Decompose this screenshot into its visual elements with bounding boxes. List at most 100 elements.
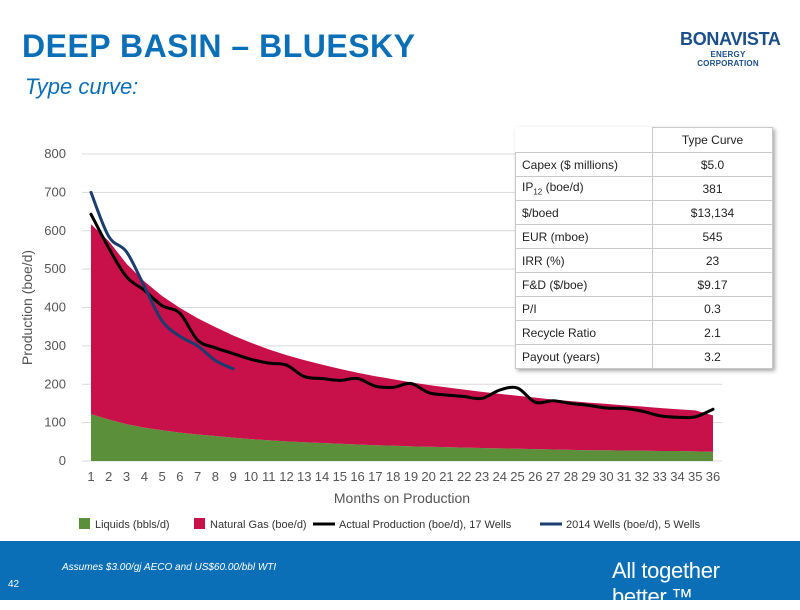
row-label: P/I (515, 296, 653, 321)
type-curve-table: Type Curve Capex ($ millions) $5.0 IP12 (… (515, 127, 773, 369)
legend-label: Natural Gas (boe/d) (210, 519, 307, 531)
row-label: EUR (mboe) (515, 224, 653, 249)
x-tick-label: 35 (688, 469, 702, 484)
row-value: 3.2 (652, 344, 773, 369)
table-corner (515, 127, 653, 153)
row-value: $13,134 (652, 200, 773, 225)
row-value: 0.3 (652, 296, 773, 321)
row-label: IRR (%) (515, 248, 653, 273)
table-row: F&D ($/boe) $9.17 (515, 272, 773, 297)
row-value: $9.17 (652, 272, 773, 297)
y-tick-label: 300 (44, 338, 66, 353)
page-title: DEEP BASIN – BLUESKY (22, 28, 416, 64)
table-row: EUR (mboe) 545 (515, 224, 773, 249)
footer-bar (0, 541, 800, 600)
x-tick-label: 3 (123, 469, 130, 484)
table-row: Payout (years) 3.2 (515, 344, 773, 369)
x-tick-label: 17 (368, 469, 382, 484)
x-tick-label: 13 (297, 469, 311, 484)
y-tick-label: 400 (44, 300, 66, 315)
row-label: $/boed (515, 200, 653, 225)
legend-label: Liquids (bbls/d) (95, 519, 170, 531)
x-tick-label: 18 (386, 469, 400, 484)
x-tick-label: 5 (158, 469, 165, 484)
row-value: 2.1 (652, 320, 773, 345)
x-tick-label: 15 (333, 469, 347, 484)
logo-subtitle: ENERGY CORPORATION (697, 50, 759, 68)
x-tick-label: 33 (652, 469, 666, 484)
legend-label: Actual Production (boe/d), 17 Wells (339, 519, 512, 531)
row-label: Payout (years) (515, 344, 653, 369)
row-label-subscript: 12 (533, 187, 543, 197)
x-tick-label: 12 (279, 469, 293, 484)
x-tick-label: 1 (87, 469, 94, 484)
y-axis-title: Production (boe/d) (19, 250, 35, 365)
x-tick-label: 36 (706, 469, 720, 484)
x-tick-label: 10 (244, 469, 258, 484)
x-tick-label: 28 (564, 469, 578, 484)
x-tick-label: 26 (528, 469, 542, 484)
x-tick-label: 14 (315, 469, 329, 484)
x-tick-label: 23 (475, 469, 489, 484)
x-tick-label: 4 (141, 469, 148, 484)
x-tick-label: 24 (493, 469, 507, 484)
legend-swatch (79, 518, 90, 529)
table-header-row: Type Curve (515, 127, 773, 153)
company-logo: BONAVISTA ENERGY CORPORATION (680, 29, 781, 68)
footer-note: Assumes $3.00/gj AECO and US$60.00/bbl W… (62, 562, 277, 573)
x-tick-label: 25 (510, 469, 524, 484)
y-tick-label: 0 (59, 453, 66, 468)
x-tick-label: 16 (350, 469, 364, 484)
row-label-tail: (boe/d) (542, 180, 584, 195)
x-tick-label: 19 (404, 469, 418, 484)
page-number: 42 (8, 579, 20, 590)
row-value: $5.0 (652, 152, 773, 177)
row-label: IP12 (boe/d) (515, 176, 653, 201)
page-subtitle: Type curve: (25, 74, 139, 99)
x-tick-label: 29 (581, 469, 595, 484)
table-column-header: Type Curve (652, 127, 773, 153)
table-row: IRR (%) 23 (515, 248, 773, 273)
x-axis-title: Months on Production (334, 490, 470, 506)
x-tick-label: 20 (421, 469, 435, 484)
logo-name: BONAVISTA (680, 29, 781, 49)
legend-swatch (194, 518, 205, 529)
row-label: Capex ($ millions) (515, 152, 653, 177)
x-tick-label: 2 (105, 469, 112, 484)
table-row: Recycle Ratio 2.1 (515, 320, 773, 345)
table-row: P/I 0.3 (515, 296, 773, 321)
table-row: IP12 (boe/d) 381 (515, 176, 773, 201)
area-series (91, 414, 713, 461)
row-label: F&D ($/boe) (515, 272, 653, 297)
x-tick-label: 9 (230, 469, 237, 484)
area-series (91, 224, 713, 452)
y-tick-label: 800 (44, 146, 66, 161)
y-tick-label: 700 (44, 184, 66, 199)
x-tick-label: 6 (176, 469, 183, 484)
table-row: Capex ($ millions) $5.0 (515, 152, 773, 177)
row-value: 23 (652, 248, 773, 273)
y-tick-label: 500 (44, 261, 66, 276)
row-value: 381 (652, 176, 773, 201)
row-value: 545 (652, 224, 773, 249)
x-tick-label: 21 (439, 469, 453, 484)
legend-label: 2014 Wells (boe/d), 5 Wells (566, 519, 701, 531)
row-label: Recycle Ratio (515, 320, 653, 345)
y-tick-label: 100 (44, 415, 66, 430)
x-tick-label: 7 (194, 469, 201, 484)
y-tick-label: 200 (44, 376, 66, 391)
table-row: $/boed $13,134 (515, 200, 773, 225)
line-series (89, 190, 235, 371)
x-tick-label: 22 (457, 469, 471, 484)
row-label-main: IP (522, 180, 534, 195)
x-tick-label: 31 (617, 469, 631, 484)
line-series (89, 212, 715, 420)
x-tick-label: 8 (212, 469, 219, 484)
y-tick-label: 600 (44, 223, 66, 238)
x-tick-label: 34 (670, 469, 684, 484)
x-tick-label: 30 (599, 469, 613, 484)
tagline: All together better.™ (612, 558, 720, 609)
x-tick-label: 11 (262, 469, 276, 484)
x-tick-label: 32 (635, 469, 649, 484)
